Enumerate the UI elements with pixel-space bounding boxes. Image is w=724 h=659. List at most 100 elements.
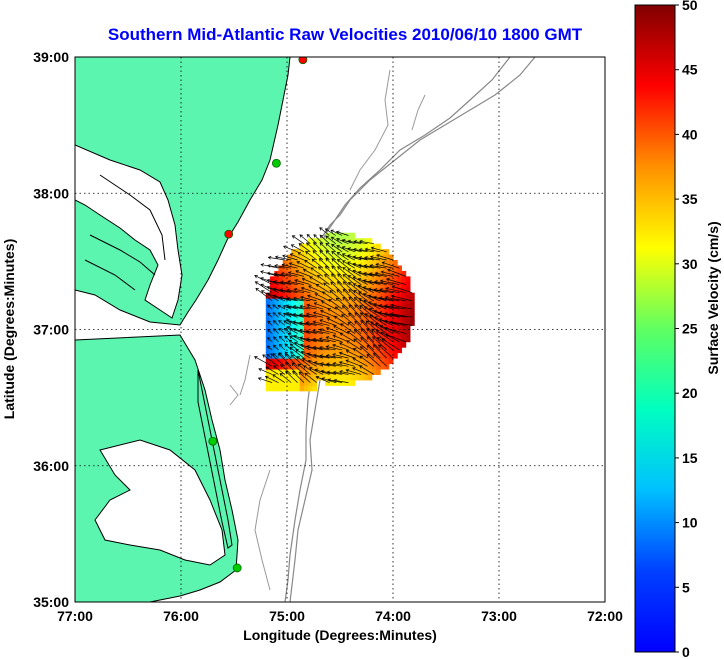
velocity-arrow bbox=[334, 315, 349, 326]
heat-cell bbox=[270, 314, 275, 321]
heat-cell bbox=[308, 314, 313, 321]
heat-cell bbox=[325, 276, 330, 283]
velocity-arrowhead bbox=[257, 377, 262, 381]
velocity-arrowhead bbox=[272, 344, 277, 349]
heat-cell bbox=[346, 249, 352, 256]
velocity-arrowhead bbox=[352, 357, 356, 361]
heat-cell bbox=[325, 363, 330, 370]
heat-cell bbox=[376, 249, 381, 256]
heat-cell bbox=[354, 325, 360, 332]
velocity-arrow bbox=[277, 304, 286, 310]
heat-cell bbox=[265, 379, 271, 386]
velocity-arrowhead bbox=[331, 250, 335, 255]
velocity-arrow bbox=[382, 261, 400, 269]
heat-cell bbox=[337, 265, 343, 272]
x-ticks: 77:00 76:00 75:00 74:00 73:00 72:00 bbox=[57, 608, 623, 624]
heat-cell bbox=[270, 363, 275, 370]
heat-cell bbox=[274, 369, 280, 375]
velocity-arrowhead bbox=[279, 373, 284, 377]
velocity-arrow bbox=[313, 312, 330, 318]
velocity-arrowhead bbox=[371, 328, 375, 333]
velocity-arrowhead bbox=[313, 242, 317, 246]
heat-cell bbox=[316, 352, 322, 359]
heat-cell bbox=[291, 260, 296, 266]
heat-cell bbox=[308, 385, 313, 392]
heat-cell bbox=[329, 325, 335, 332]
heat-cell bbox=[303, 358, 309, 365]
velocity-arrow bbox=[336, 289, 349, 302]
velocity-arrow bbox=[267, 345, 273, 351]
velocity-arrowhead bbox=[360, 320, 364, 324]
heat-cell bbox=[333, 347, 339, 354]
velocity-arrowhead bbox=[358, 291, 362, 295]
velocity-arrowhead bbox=[285, 361, 289, 366]
velocity-arrowhead bbox=[283, 328, 288, 332]
heat-cell bbox=[303, 292, 309, 299]
velocity-arrowhead bbox=[308, 367, 313, 371]
velocity-arrowhead bbox=[309, 276, 313, 280]
velocity-arrow bbox=[353, 338, 368, 351]
heat-cell bbox=[380, 330, 386, 337]
velocity-arrowhead bbox=[373, 302, 377, 307]
velocity-arrowhead bbox=[369, 314, 373, 318]
velocity-arrowhead bbox=[287, 271, 292, 275]
velocity-arrow bbox=[270, 353, 286, 367]
heat-cell bbox=[405, 325, 411, 332]
velocity-arrow bbox=[289, 347, 305, 359]
heat-cell bbox=[346, 325, 352, 332]
velocity-arrow bbox=[348, 275, 362, 285]
heat-cell bbox=[359, 314, 364, 321]
velocity-arrowhead bbox=[289, 335, 293, 340]
velocity-arrowhead bbox=[347, 268, 351, 272]
heat-cell bbox=[393, 352, 398, 359]
velocity-arrowhead bbox=[374, 271, 379, 276]
velocity-arrowhead bbox=[341, 253, 346, 257]
heat-cell bbox=[299, 363, 305, 370]
velocity-arrowhead bbox=[342, 260, 346, 264]
heat-cell bbox=[337, 363, 343, 370]
heat-cell bbox=[303, 363, 309, 370]
heat-cell bbox=[291, 319, 296, 326]
velocity-arrowhead bbox=[341, 246, 346, 250]
velocity-arrowhead bbox=[364, 306, 368, 310]
velocity-arrowhead bbox=[336, 245, 340, 249]
velocity-arrowhead bbox=[335, 297, 340, 302]
heat-cell bbox=[265, 385, 271, 392]
velocity-arrow bbox=[334, 379, 349, 383]
velocity-arrow bbox=[313, 321, 330, 326]
velocity-arrowhead bbox=[299, 304, 304, 309]
heat-cell bbox=[316, 287, 322, 294]
heat-cell bbox=[342, 379, 347, 386]
outer-banks bbox=[197, 369, 233, 549]
velocity-arrow bbox=[360, 337, 375, 351]
heat-cell bbox=[350, 374, 356, 381]
velocity-arrow bbox=[368, 281, 387, 285]
heat-cell bbox=[333, 265, 339, 272]
heat-cell bbox=[384, 352, 390, 359]
heat-cell bbox=[291, 314, 296, 321]
heat-cell bbox=[409, 292, 415, 299]
velocity-arrow bbox=[325, 243, 336, 253]
heat-cell bbox=[342, 336, 347, 343]
heat-cell bbox=[363, 358, 369, 365]
heat-cell bbox=[312, 281, 318, 288]
velocity-arrow bbox=[326, 317, 343, 326]
velocity-arrow bbox=[365, 248, 381, 253]
velocity-arrow bbox=[291, 244, 305, 253]
heat-cell bbox=[325, 336, 330, 343]
velocity-arrow bbox=[342, 305, 356, 318]
heat-cell bbox=[346, 341, 352, 348]
heat-cell bbox=[380, 363, 386, 370]
heat-cell bbox=[354, 281, 360, 288]
velocity-arrow bbox=[298, 243, 311, 253]
x-tick-label: 77:00 bbox=[57, 608, 93, 624]
heat-cell bbox=[350, 309, 356, 316]
velocity-arrow bbox=[293, 335, 311, 343]
heat-cell bbox=[303, 374, 309, 381]
heat-cell bbox=[325, 330, 330, 337]
heat-cell bbox=[359, 287, 364, 294]
velocity-arrowhead bbox=[272, 304, 276, 308]
heat-cell bbox=[320, 249, 326, 256]
heat-cell bbox=[308, 319, 313, 326]
